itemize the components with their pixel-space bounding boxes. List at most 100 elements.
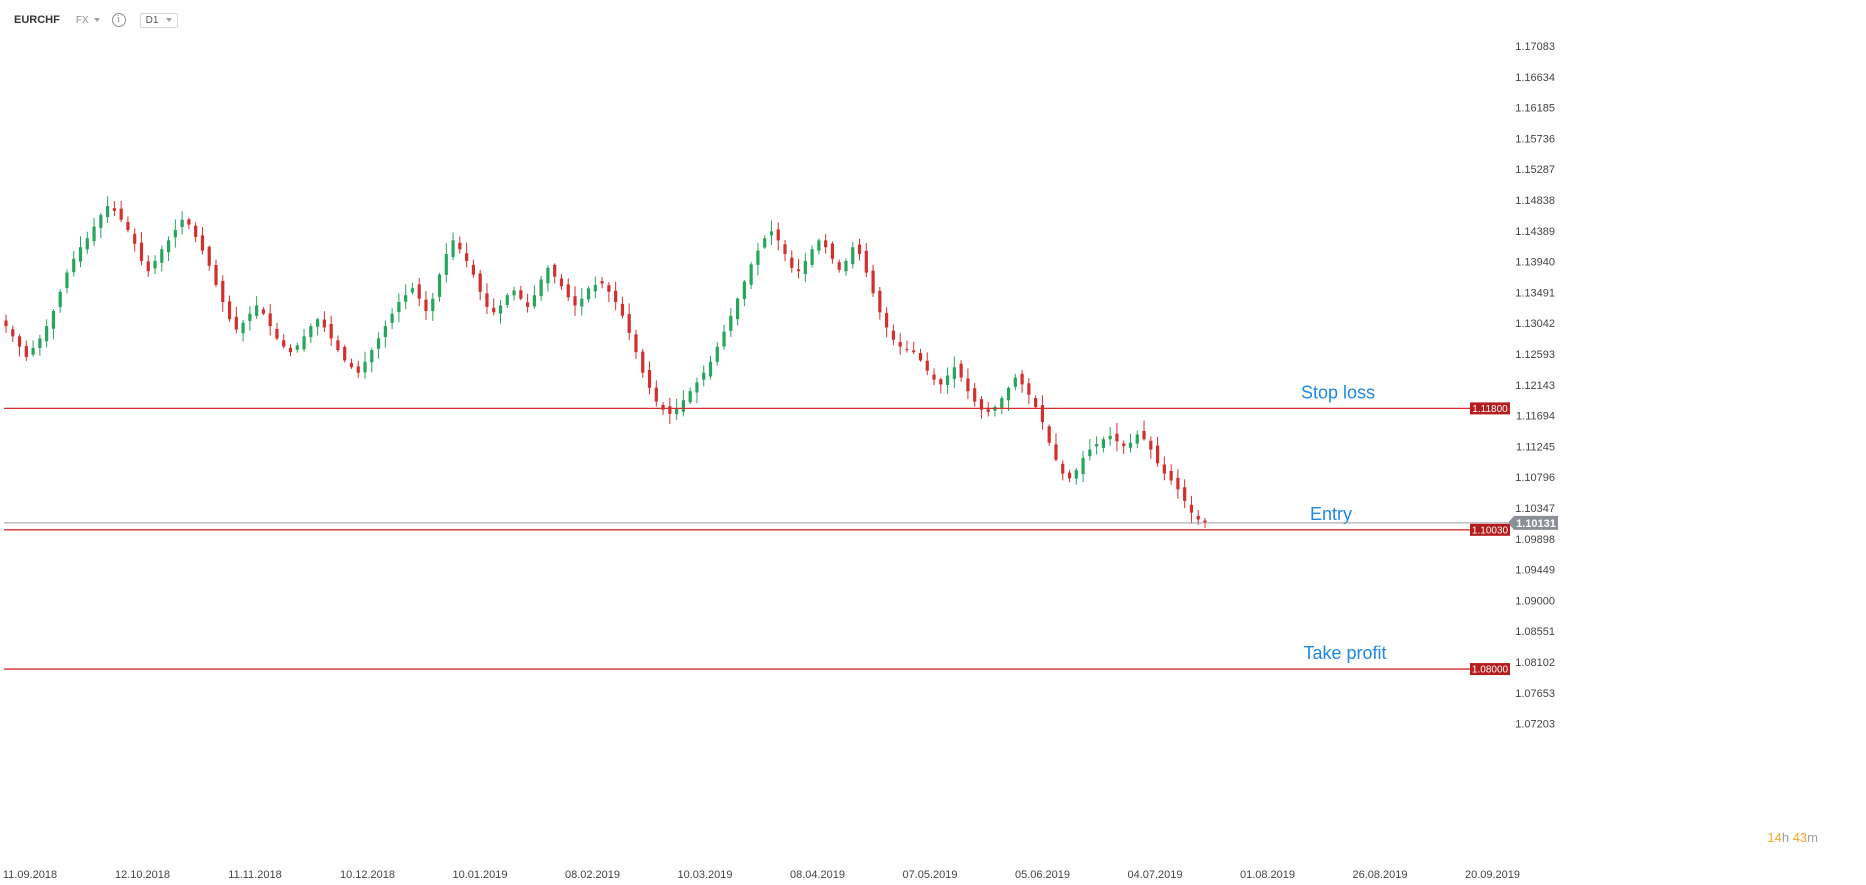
candle-body	[898, 342, 902, 347]
candle	[1115, 422, 1119, 452]
candle	[58, 289, 62, 313]
candle	[1020, 370, 1024, 393]
candle	[1101, 436, 1105, 453]
date-tick-label: 08.04.2019	[790, 869, 845, 881]
candle	[796, 258, 801, 279]
info-icon[interactable]: i	[111, 13, 126, 27]
candle	[200, 226, 205, 255]
candle	[383, 320, 387, 348]
candle-body	[1020, 373, 1024, 385]
candle-body	[586, 288, 591, 300]
candle-body	[803, 260, 807, 275]
candle-body	[397, 302, 401, 313]
candle-body	[1183, 487, 1187, 502]
candle-body	[383, 326, 387, 337]
candle-timer: 14h 43m	[1767, 830, 1818, 845]
candle-body	[282, 340, 286, 347]
date-tick-label: 10.03.2019	[677, 869, 732, 881]
candle	[539, 275, 543, 302]
price-tick-label: 1.10796	[1515, 472, 1555, 484]
candle-body	[1115, 433, 1119, 442]
candle	[695, 377, 699, 404]
price-axis: 1.17083 1.16634 1.16185 1.15736 1.15287 1.148…	[1515, 41, 1555, 731]
candle	[376, 332, 381, 359]
candle-body	[864, 250, 868, 273]
candle	[566, 278, 570, 301]
candle	[891, 324, 895, 346]
candle-body	[512, 290, 516, 296]
candle-body	[580, 298, 584, 307]
candle	[431, 293, 435, 321]
candle-body	[139, 242, 144, 261]
candle-body	[133, 233, 137, 244]
candle	[261, 307, 266, 316]
price-tick-label: 1.15736	[1515, 133, 1555, 145]
candle-body	[546, 267, 550, 284]
candle-body	[58, 291, 62, 308]
candle	[593, 276, 597, 299]
candle-body	[945, 375, 950, 385]
candle-body	[410, 288, 415, 293]
date-tick-label: 04.07.2019	[1127, 869, 1182, 881]
candle-body	[431, 298, 435, 311]
candle-body	[17, 336, 22, 347]
candle-body	[363, 361, 367, 373]
candle-body	[647, 370, 652, 388]
candle	[4, 314, 8, 333]
candle-body	[654, 387, 658, 402]
candle	[505, 293, 509, 308]
price-tick-label: 1.16185	[1515, 103, 1555, 115]
candle-body	[451, 240, 455, 257]
market-selector[interactable]: FX	[76, 15, 100, 26]
candle-body	[417, 284, 421, 299]
candle-body	[370, 350, 374, 363]
candle	[525, 293, 530, 313]
symbol-name[interactable]: EURCHF	[14, 14, 60, 26]
price-tick-label: 1.14838	[1515, 195, 1555, 207]
candle	[898, 333, 902, 355]
candle	[763, 235, 767, 249]
candle-body	[796, 269, 801, 272]
date-tick-label: 01.08.2019	[1240, 869, 1295, 881]
market-label: FX	[75, 14, 89, 26]
candle-body	[1149, 440, 1153, 450]
candle	[458, 236, 462, 254]
candle	[194, 222, 198, 243]
candle-body	[424, 299, 428, 311]
candle	[641, 349, 645, 378]
candle	[546, 265, 550, 292]
price-tick-label: 1.14389	[1515, 226, 1555, 238]
candle-body	[1176, 477, 1180, 490]
candle	[1061, 460, 1065, 481]
candle	[939, 377, 943, 394]
candle-body	[1034, 398, 1038, 408]
candle	[437, 272, 442, 302]
take-profit-label: Take profit	[1303, 643, 1386, 663]
candle	[1040, 395, 1045, 430]
candle	[1081, 451, 1085, 483]
candle	[749, 262, 753, 290]
candle-body	[952, 367, 956, 379]
candle	[417, 277, 421, 307]
candle	[729, 308, 733, 337]
candle	[471, 259, 476, 278]
price-tick-label: 1.08102	[1515, 657, 1555, 669]
candle-body	[485, 293, 489, 307]
candle-body	[146, 261, 150, 272]
candle-body	[173, 230, 177, 238]
candle-body	[817, 240, 821, 251]
candle-body	[316, 319, 320, 327]
candle	[871, 264, 875, 297]
entry-label: Entry	[1310, 504, 1352, 524]
candle-body	[1142, 430, 1146, 440]
candle-body	[918, 352, 923, 361]
timeframe-selector[interactable]: D1	[139, 12, 179, 28]
candle	[92, 217, 96, 246]
candle-body	[78, 247, 83, 262]
candle-body	[871, 270, 875, 294]
candle-body	[336, 340, 340, 351]
price-tick-label: 1.13940	[1515, 257, 1555, 269]
candle-body	[465, 253, 469, 261]
stop-loss-label: Stop loss	[1301, 382, 1375, 402]
